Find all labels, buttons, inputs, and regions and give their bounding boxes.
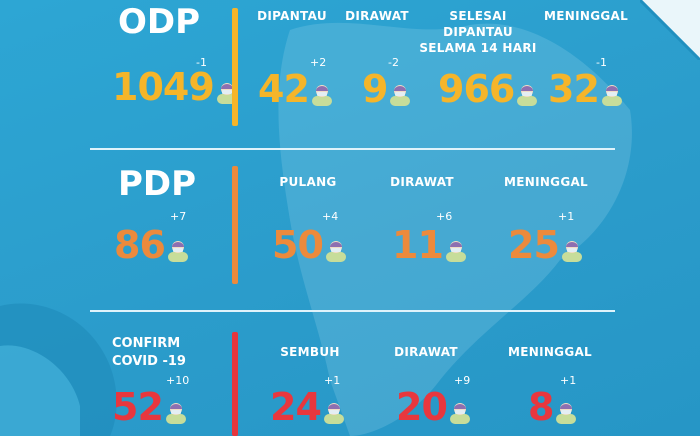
- pdp-meninggal-delta: +1: [558, 210, 575, 223]
- confirm-dirawat-delta: +9: [454, 374, 471, 387]
- wave-decoration: [0, 303, 117, 436]
- person-icon: [517, 85, 538, 106]
- pdp-dirawat: 11: [392, 226, 467, 264]
- odp-selesai: 966: [438, 70, 538, 108]
- odp-dirawat-value: 9: [362, 67, 388, 111]
- odp-label-meninggal: MENINGGAL: [544, 9, 629, 23]
- person-icon: [325, 241, 346, 262]
- person-icon: [323, 403, 344, 424]
- pdp-title: PDP: [118, 164, 197, 204]
- odp-total: 1049: [112, 68, 238, 106]
- confirm-sembuh-value: 24: [270, 385, 322, 429]
- confirm-sembuh-delta: +1: [324, 374, 341, 387]
- person-icon: [165, 403, 186, 424]
- odp-total-value: 1049: [112, 65, 215, 109]
- person-icon: [561, 241, 582, 262]
- confirm-label-sembuh: SEMBUH: [280, 345, 340, 359]
- divider-1: [90, 148, 615, 150]
- odp-label-selesai: SELESAI DIPANTAU SELAMA 14 HARI: [419, 9, 537, 55]
- person-icon: [167, 241, 188, 262]
- pdp-label-meninggal: MENINGGAL: [503, 175, 589, 189]
- odp-dipantau: 42: [258, 70, 333, 108]
- confirm-bar: [232, 332, 238, 436]
- pdp-pulang-delta: +4: [322, 210, 339, 223]
- person-icon: [449, 403, 470, 424]
- pdp-dirawat-value: 11: [392, 223, 444, 267]
- pdp-bar: [232, 166, 238, 284]
- confirm-sembuh: 24: [270, 388, 345, 426]
- person-icon: [556, 403, 577, 424]
- pdp-label-pulang: PULANG: [279, 175, 337, 189]
- confirm-total-delta: +10: [166, 374, 190, 387]
- confirm-meninggal: 8: [528, 388, 577, 426]
- odp-label-dipantau: DIPANTAU: [257, 9, 327, 23]
- odp-label-dirawat: DIRAWAT: [345, 9, 409, 23]
- pdp-label-dirawat: DIRAWAT: [390, 175, 454, 189]
- odp-meninggal-value: 32: [548, 67, 600, 111]
- pdp-meninggal-value: 25: [508, 223, 560, 267]
- odp-meninggal-delta: -1: [596, 56, 607, 69]
- odp-bar: [232, 8, 238, 126]
- odp-total-delta: -1: [196, 56, 207, 69]
- corner-decoration: [640, 0, 700, 60]
- confirm-dirawat-value: 20: [396, 385, 448, 429]
- person-icon: [601, 85, 622, 106]
- odp-dirawat: 9: [362, 70, 411, 108]
- confirm-meninggal-delta: +1: [560, 374, 577, 387]
- confirm-meninggal-value: 8: [528, 385, 554, 429]
- odp-dipantau-delta: +2: [310, 56, 327, 69]
- odp-title: ODP: [118, 2, 201, 42]
- person-icon: [390, 85, 411, 106]
- pdp-total-value: 86: [114, 223, 166, 267]
- pdp-dirawat-delta: +6: [436, 210, 453, 223]
- confirm-title-line2: COVID -19: [112, 354, 186, 369]
- confirm-total: 52: [112, 388, 187, 426]
- confirm-title-line1: CONFIRM: [112, 336, 181, 351]
- person-icon: [445, 241, 466, 262]
- odp-dirawat-delta: -2: [388, 56, 399, 69]
- confirm-dirawat: 20: [396, 388, 471, 426]
- map-silhouette: [278, 22, 632, 436]
- divider-2: [90, 310, 615, 312]
- confirm-label-dirawat: DIRAWAT: [394, 345, 458, 359]
- pdp-pulang: 50: [272, 226, 347, 264]
- confirm-total-value: 52: [112, 385, 164, 429]
- pdp-meninggal: 25: [508, 226, 583, 264]
- person-icon: [216, 83, 237, 104]
- person-icon: [311, 85, 332, 106]
- odp-meninggal: 32: [548, 70, 623, 108]
- odp-selesai-value: 966: [438, 67, 515, 111]
- pdp-pulang-value: 50: [272, 223, 324, 267]
- pdp-total: 86: [114, 226, 189, 264]
- confirm-label-meninggal: MENINGGAL: [507, 345, 593, 359]
- odp-dipantau-value: 42: [258, 67, 310, 111]
- pdp-total-delta: +7: [170, 210, 187, 223]
